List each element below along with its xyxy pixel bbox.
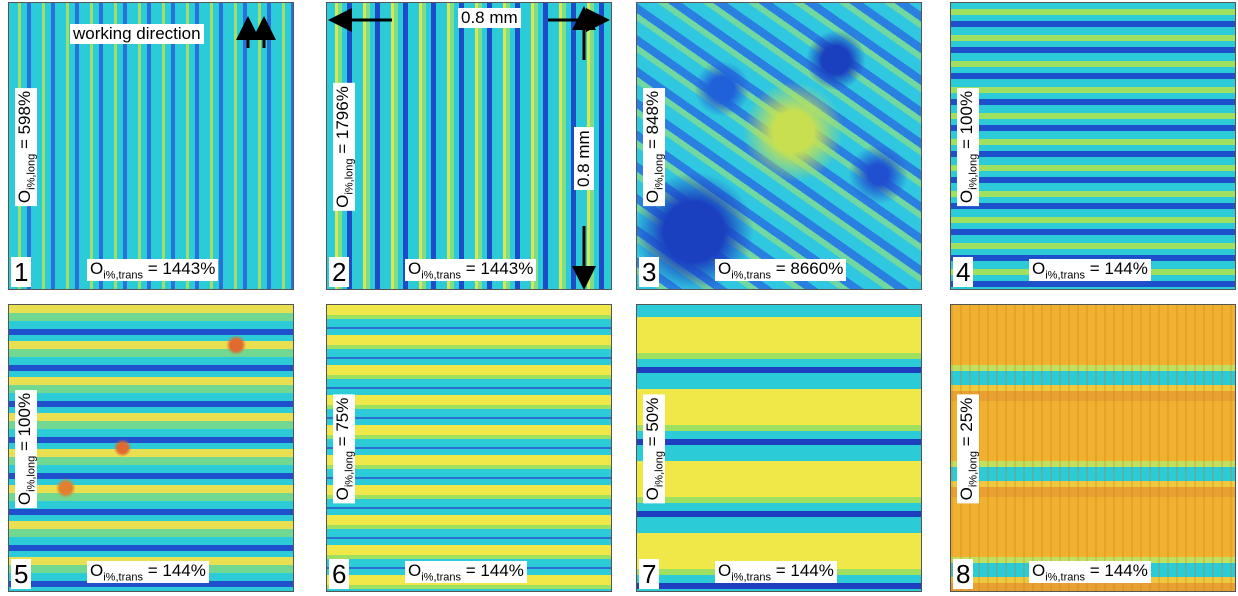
scale-x: 0.8 mm — [458, 8, 521, 28]
working-direction: working direction — [70, 24, 204, 44]
scale-y: 0.8 mm — [574, 127, 594, 190]
arrows — [0, 0, 1238, 596]
figure: Oi%,long = 25%Oi%,trans = 144%8Oi%,long … — [0, 0, 1238, 596]
